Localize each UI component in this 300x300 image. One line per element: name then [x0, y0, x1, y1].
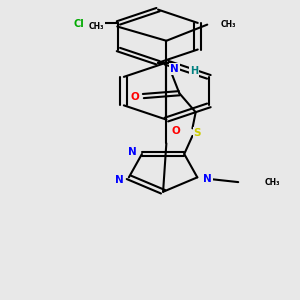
Text: Cl: Cl — [74, 19, 85, 29]
Text: O: O — [172, 126, 181, 136]
Text: CH₃: CH₃ — [220, 20, 236, 29]
Text: S: S — [194, 128, 201, 138]
Text: H: H — [190, 66, 198, 76]
Text: O: O — [131, 92, 140, 102]
Text: N: N — [170, 64, 179, 74]
Text: N: N — [115, 175, 123, 185]
Text: N: N — [203, 174, 212, 184]
Text: CH₃: CH₃ — [89, 22, 104, 31]
Text: N: N — [128, 147, 136, 157]
Text: CH₃: CH₃ — [264, 178, 280, 187]
